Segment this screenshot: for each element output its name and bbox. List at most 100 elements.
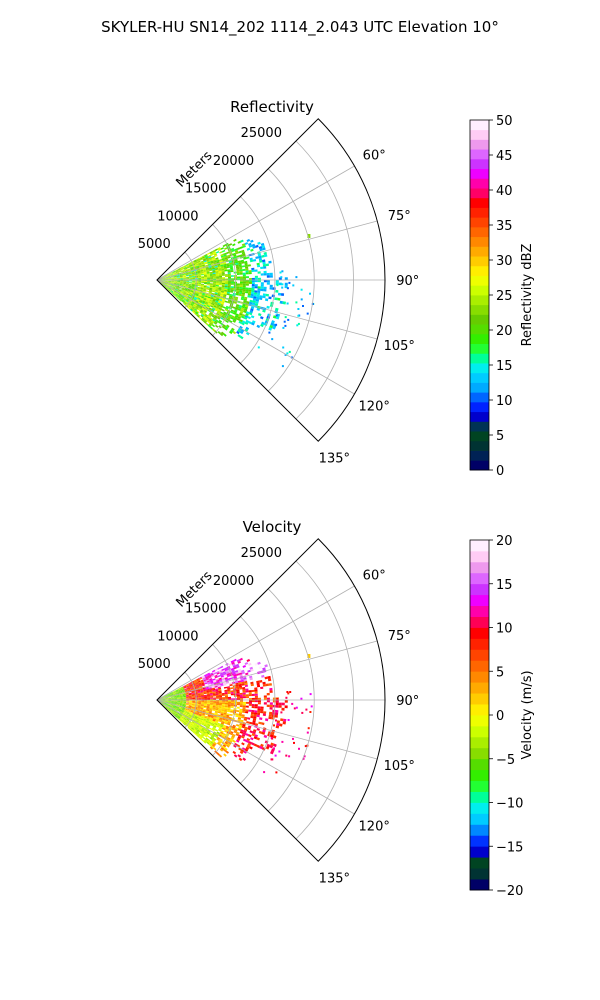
echo-bin <box>165 287 169 290</box>
echo-bin <box>239 330 244 335</box>
echo-bin <box>172 691 176 694</box>
echo-bin <box>245 705 249 708</box>
echo-bin <box>202 678 206 681</box>
echo-speck <box>300 288 303 291</box>
echo-bin <box>175 269 178 271</box>
echo-bin <box>251 722 256 726</box>
echo-bin <box>240 677 244 681</box>
echo-bin <box>246 311 250 315</box>
echo-bin <box>202 687 206 690</box>
echo-bin <box>209 269 213 272</box>
echo-bin <box>164 283 168 285</box>
echo-bin <box>198 698 202 700</box>
echo-bin <box>215 692 219 694</box>
echo-bin <box>170 694 174 696</box>
echo-bin <box>199 265 203 268</box>
echo-bin <box>199 735 203 739</box>
echo-bin <box>190 268 194 270</box>
echo-bin <box>176 706 179 709</box>
echo-bin <box>228 314 233 317</box>
echo-bin <box>236 286 240 289</box>
echo-bin <box>200 314 204 318</box>
echo-bin <box>198 301 202 304</box>
colorbar-swatch <box>470 149 489 160</box>
echo-bin <box>174 702 178 704</box>
echo-bin <box>251 243 256 247</box>
echo-bin <box>159 697 162 700</box>
echo-bin <box>207 722 211 726</box>
echo-bin <box>260 743 264 748</box>
echo-bin <box>235 733 239 737</box>
echo-bin <box>170 276 174 277</box>
echo-bin <box>186 718 190 721</box>
echo-bin <box>227 256 231 259</box>
echo-bin <box>168 282 172 283</box>
echo-bin <box>250 248 254 252</box>
echo-bin <box>168 708 171 711</box>
echo-bin <box>215 688 219 691</box>
echo-bin <box>189 685 193 688</box>
echo-bin <box>225 695 228 698</box>
echo-bin <box>174 701 178 702</box>
echo-bin <box>175 689 178 691</box>
echo-bin <box>280 293 285 296</box>
echo-bin <box>204 697 208 699</box>
echo-bin <box>163 285 166 288</box>
echo-bin <box>250 737 254 741</box>
echo-bin <box>242 701 246 704</box>
echo-bin <box>205 317 209 321</box>
azimuth-tick-label: 75° <box>388 209 411 224</box>
echo-bin <box>177 276 181 278</box>
echo-bin <box>184 690 188 692</box>
echo-bin <box>253 294 257 297</box>
echo-bin <box>202 732 206 735</box>
echo-bin <box>245 694 249 697</box>
echo-bin <box>228 663 233 666</box>
echo-bin <box>174 277 178 279</box>
echo-bin <box>235 739 240 743</box>
echo-bin <box>257 697 261 700</box>
echo-bin <box>202 292 206 295</box>
echo-bin <box>201 684 205 687</box>
echo-bin <box>164 695 168 698</box>
colorbar-tick-label: −20 <box>496 884 523 899</box>
echo-bin <box>227 284 231 287</box>
echo-bin <box>254 277 258 280</box>
echo-bin <box>210 252 214 255</box>
echo-bin <box>245 289 249 292</box>
echo-bin <box>180 280 184 282</box>
echo-bin <box>199 258 203 261</box>
echo-bin <box>213 262 217 265</box>
echo-bin <box>170 710 174 713</box>
echo-bin <box>215 314 219 317</box>
echo-bin <box>211 728 215 732</box>
echo-bin <box>213 281 217 283</box>
echo-bin <box>176 275 180 277</box>
echo-bin <box>179 283 183 285</box>
echo-bin <box>181 300 185 303</box>
echo-bin <box>215 299 219 302</box>
echo-bin <box>180 282 184 284</box>
echo-bin <box>182 286 186 288</box>
echo-bin <box>257 280 261 283</box>
echo-bin <box>172 288 175 290</box>
echo-bin <box>180 716 184 719</box>
echo-bin <box>215 671 220 674</box>
echo-bin <box>247 717 251 720</box>
echo-bin <box>192 702 196 704</box>
echo-bin <box>242 709 246 712</box>
echo-bin <box>195 683 199 686</box>
echo-bin <box>182 298 186 302</box>
echo-bin <box>269 744 274 749</box>
echo-bin <box>224 692 228 695</box>
echo-bin <box>167 704 170 707</box>
echo-bin <box>169 272 173 274</box>
echo-bin <box>274 714 278 718</box>
echo-bin <box>187 709 191 711</box>
echo-bin <box>219 260 223 263</box>
echo-bin <box>182 719 186 722</box>
echo-bin <box>189 278 193 280</box>
echo-bin <box>263 697 267 700</box>
echo-bin <box>238 263 242 267</box>
echo-bin <box>189 724 193 727</box>
